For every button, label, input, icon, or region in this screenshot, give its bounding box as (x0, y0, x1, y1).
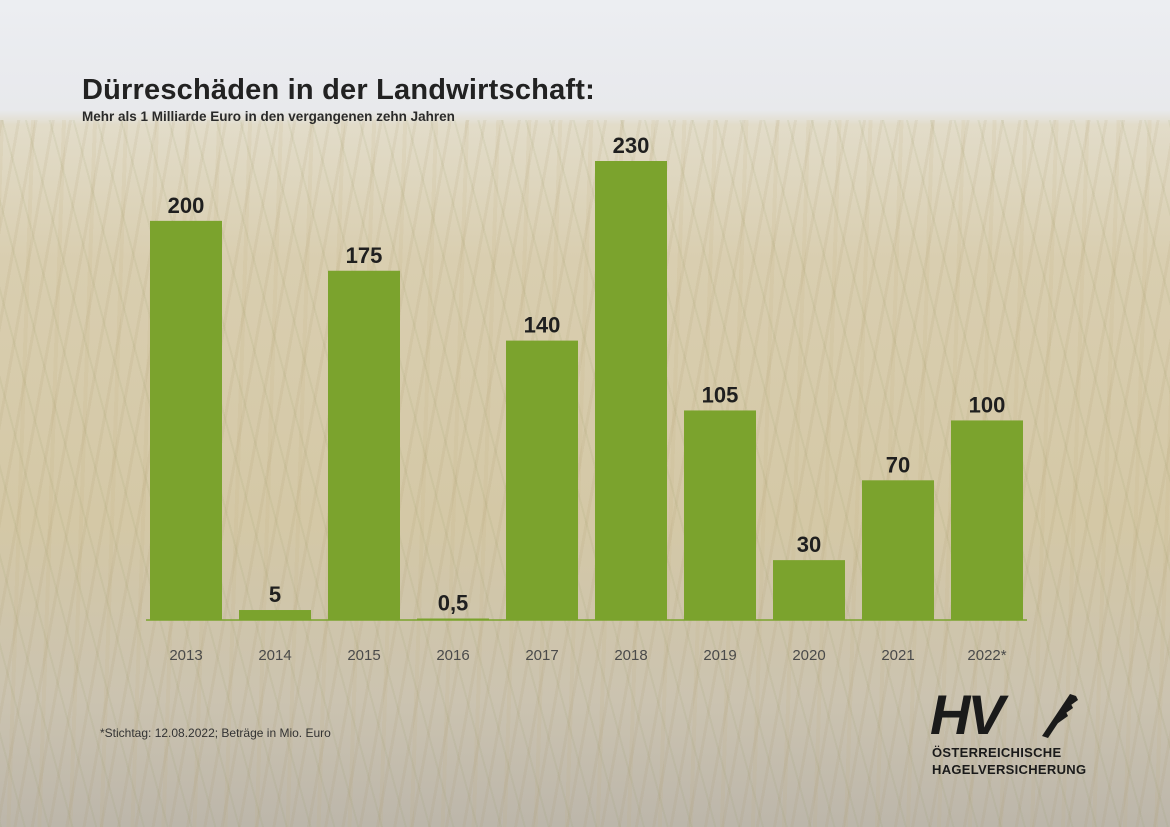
x-tick-label-2022*: 2022* (967, 647, 1006, 664)
bar-2020 (773, 560, 845, 620)
value-label-2015: 175 (346, 243, 383, 268)
logo-text-line1: ÖSTERREICHISCHE (932, 745, 1062, 760)
x-tick-label-2021: 2021 (881, 647, 914, 664)
x-tick-label-2019: 2019 (703, 647, 736, 664)
x-tick-label-2013: 2013 (169, 647, 202, 664)
value-label-2022*: 100 (969, 392, 1006, 417)
logo-text-line2: HAGELVERSICHERUNG (932, 762, 1087, 777)
x-tick-labels-group: 2013 2014 2015 2016 2017 2018 2019 2020 2021 2022… (169, 647, 1006, 664)
x-tick-label-2016: 2016 (436, 647, 469, 664)
chart-subtitle: Mehr als 1 Milliarde Euro in den vergang… (82, 109, 455, 124)
value-label-2019: 105 (702, 382, 739, 407)
footnote: *Stichtag: 12.08.2022; Beträge in Mio. E… (100, 726, 331, 740)
bar-2019 (684, 410, 756, 620)
logo-mark-text: HV (930, 688, 1009, 743)
bar-2022* (951, 420, 1023, 620)
x-tick-label-2014: 2014 (258, 647, 291, 664)
bar-2013 (150, 220, 222, 620)
value-label-2017: 140 (524, 313, 561, 338)
value-label-2016: 0,5 (438, 591, 469, 616)
hagelversicherung-logo: HV ÖSTERREICHISCHE HAGELVERSICHERUNG (930, 688, 1100, 778)
value-label-2014: 5 (269, 582, 281, 607)
value-label-2020: 30 (797, 532, 821, 557)
x-tick-label-2020: 2020 (792, 647, 825, 664)
bar-2015 (328, 270, 400, 620)
chart-title: Dürreschäden in der Landwirtschaft: (82, 74, 595, 106)
value-label-2013: 200 (168, 193, 205, 218)
bar-2021 (862, 480, 934, 620)
bar-2017 (506, 340, 578, 620)
x-tick-label-2017: 2017 (525, 647, 558, 664)
logo-mark: HV (930, 688, 1078, 743)
x-tick-label-2015: 2015 (347, 647, 380, 664)
bar-2014 (239, 610, 311, 620)
bar-2018 (595, 161, 667, 620)
wheat-ear-icon (1042, 694, 1078, 738)
x-tick-label-2018: 2018 (614, 647, 647, 664)
bars-group (150, 161, 1023, 620)
value-label-2021: 70 (886, 452, 910, 477)
value-labels-group: 200 5 175 0,5 140 230 105 30 70 100 (168, 133, 1006, 616)
value-label-2018: 230 (613, 133, 650, 158)
